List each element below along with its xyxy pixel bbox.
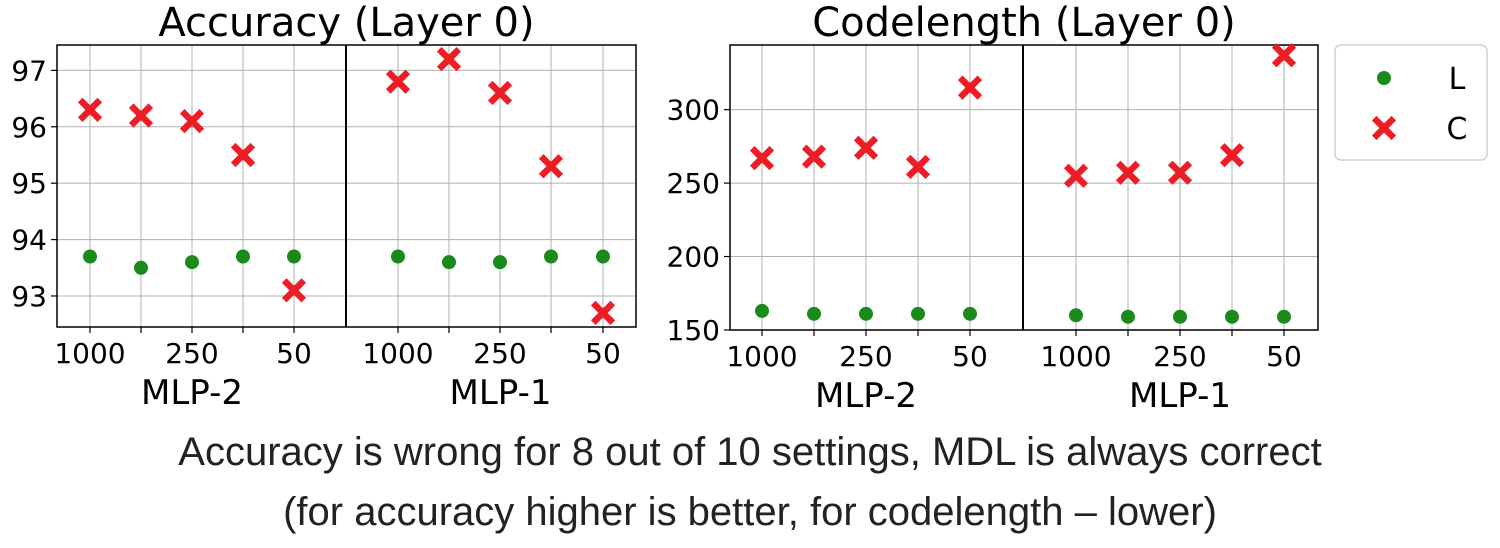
panel-label: MLP-2 (141, 373, 243, 413)
point-C (1271, 43, 1297, 68)
x-tick-label: 250 (839, 340, 892, 373)
point-C (801, 144, 827, 169)
point-L (185, 255, 199, 270)
point-C (77, 97, 103, 122)
point-C (385, 69, 411, 94)
point-L (236, 249, 250, 264)
x-tick-label: 250 (473, 337, 526, 370)
point-C (487, 80, 513, 106)
y-tick-label: 300 (667, 94, 720, 127)
point-L (391, 249, 405, 264)
y-tick-label: 94 (11, 224, 47, 257)
point-L (134, 260, 148, 275)
chart-2: LC (724, 43, 1488, 336)
point-L (1069, 308, 1083, 323)
point-L (859, 306, 873, 321)
x-tick-label: 250 (1153, 340, 1206, 373)
point-C (230, 142, 256, 168)
point-C (905, 154, 931, 180)
point-L (963, 306, 977, 321)
y-tick-label: 97 (11, 54, 47, 87)
point-L (911, 306, 925, 321)
y-tick-label: 200 (667, 241, 720, 274)
legend-box (1334, 44, 1488, 161)
x-tick-label: 250 (165, 337, 218, 370)
legend-marker-L (1377, 71, 1391, 85)
panel-label: MLP-1 (1129, 376, 1231, 416)
chart-1 (51, 44, 637, 333)
x-tick-label: 50 (276, 337, 312, 370)
x-tick-label: 1000 (1040, 340, 1111, 373)
point-C (957, 75, 983, 100)
point-C (436, 47, 462, 72)
y-tick-label: 96 (11, 111, 47, 144)
point-C (281, 278, 307, 303)
panel-label: MLP-2 (815, 376, 917, 416)
point-L (1121, 309, 1135, 324)
point-L (1225, 309, 1239, 324)
chart-title: Codelength (Layer 0) (812, 0, 1236, 46)
point-C (1219, 143, 1245, 168)
legend: LC (1334, 44, 1488, 161)
point-C (853, 135, 879, 160)
x-tick-label: 50 (952, 340, 988, 373)
point-L (83, 249, 97, 264)
point-C (1167, 160, 1193, 185)
point-L (1173, 309, 1187, 324)
panel-label: MLP-1 (450, 373, 552, 413)
point-C (179, 109, 205, 134)
y-tick-label: 93 (11, 280, 47, 313)
x-tick-label: 1000 (362, 337, 433, 370)
point-L (596, 249, 610, 264)
x-tick-label: 1000 (54, 337, 125, 370)
point-C (538, 154, 564, 179)
point-L (493, 255, 507, 270)
point-L (287, 249, 301, 264)
legend-label: C (1447, 112, 1468, 147)
point-L (442, 255, 456, 270)
point-C (590, 300, 616, 325)
y-tick-label: 95 (11, 167, 47, 200)
x-tick-label: 1000 (726, 340, 797, 373)
x-tick-label: 50 (585, 337, 621, 370)
y-tick-label: 150 (667, 314, 720, 347)
caption-line-2: (for accuracy higher is better, for code… (283, 490, 1217, 534)
legend-marker-C (1371, 115, 1397, 141)
y-tick-label: 250 (667, 167, 720, 200)
point-L (755, 303, 769, 318)
caption-line-1: Accuracy is wrong for 8 out of 10 settin… (178, 430, 1322, 474)
point-L (1277, 309, 1291, 324)
point-C (749, 146, 775, 171)
point-L (807, 306, 821, 321)
legend-label: L (1449, 62, 1466, 97)
point-C (128, 103, 154, 128)
x-tick-label: 50 (1266, 340, 1302, 373)
point-C (1115, 160, 1141, 185)
point-C (1063, 163, 1089, 188)
chart-title: Accuracy (Layer 0) (158, 0, 534, 46)
point-L (544, 249, 558, 264)
